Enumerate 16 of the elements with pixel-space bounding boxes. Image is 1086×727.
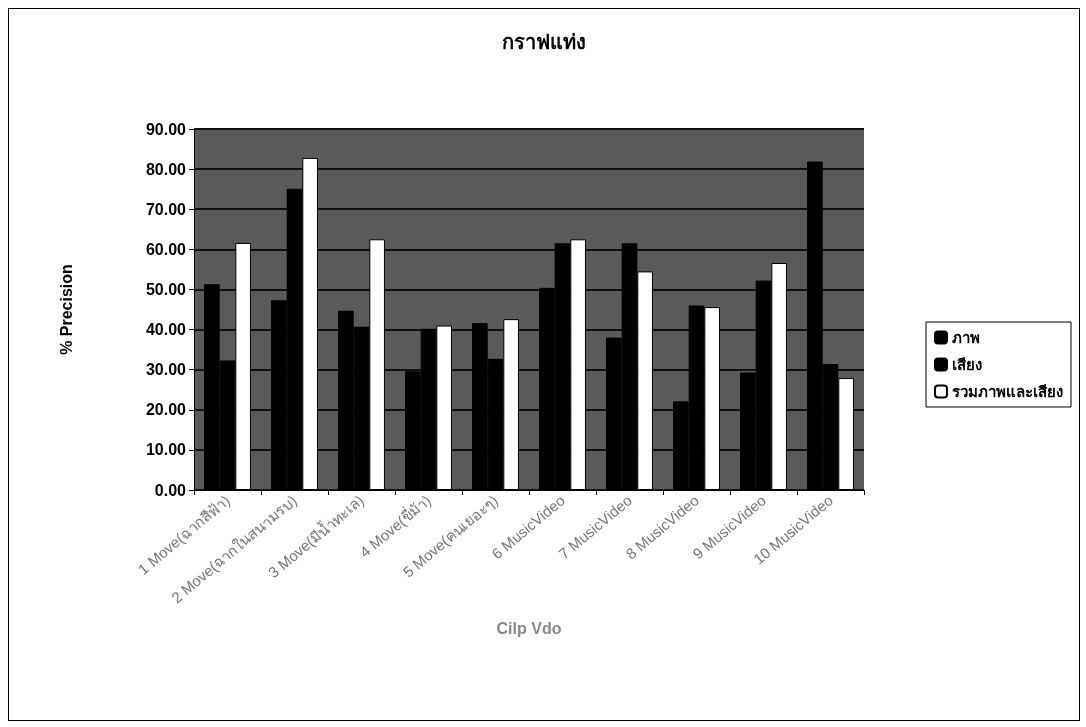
legend-label: ภาพ — [952, 329, 980, 346]
y-tick-label: 80.00 — [145, 160, 187, 178]
y-tick-label: 30.00 — [145, 361, 187, 379]
y-axis-title: % Precision — [57, 264, 75, 355]
y-tick-label: 10.00 — [145, 441, 187, 459]
legend-label: เสียง — [952, 356, 982, 373]
chart-title: กราฟแท่ง — [502, 31, 586, 53]
y-tick-label: 90.00 — [145, 120, 187, 138]
y-tick-label: 40.00 — [145, 321, 187, 339]
y-tick-label: 0.00 — [154, 481, 187, 499]
legend-label: รวมภาพและเสียง — [952, 383, 1063, 400]
x-axis-title: Cilp Vdo — [496, 619, 562, 637]
y-tick-label: 70.00 — [145, 200, 187, 218]
y-tick-label: 60.00 — [145, 240, 187, 258]
y-tick-label: 50.00 — [145, 280, 187, 298]
y-tick-label: 20.00 — [145, 401, 187, 419]
